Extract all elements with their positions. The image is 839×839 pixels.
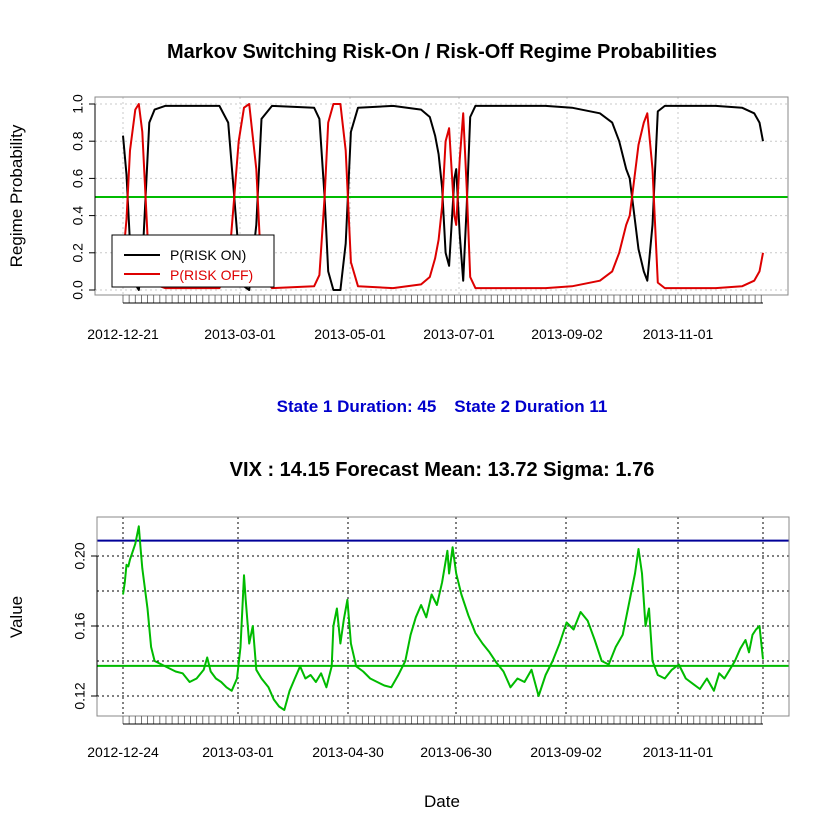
bottom-y-axis-label: Value (7, 596, 26, 638)
top-y-axis-label: Regime Probability (7, 124, 26, 267)
bottom-plot-frame (96, 516, 790, 717)
state1-duration: State 1 Duration: 45 (277, 397, 437, 416)
y-tick-label: 0.6 (70, 168, 86, 188)
bottom-grid (97, 517, 789, 716)
x-tick-label: 2013-05-01 (314, 326, 386, 342)
x-tick-label: 2013-11-01 (643, 326, 714, 342)
top-y-axis: 0.0 0.2 0.4 0.6 0.8 1.0 (70, 94, 96, 300)
x-tick-label: 2013-03-01 (202, 744, 274, 760)
y-tick-label: 0.20 (72, 542, 88, 569)
x-tick-label: 2013-09-02 (531, 326, 603, 342)
x-tick-label: 2013-11-01 (643, 744, 714, 760)
top-x-axis: 2012-12-21 2013-03-01 2013-05-01 2013-07-01… (87, 295, 763, 342)
bottom-x-axis: 2012-12-24 2013-03-01 2013-04-30 2013-06-30… (87, 716, 763, 760)
legend-risk-off-label: P(RISK OFF) (170, 267, 253, 283)
x-tick-label: 2013-07-01 (423, 326, 495, 342)
y-tick-label: 0.12 (72, 682, 88, 709)
bottom-chart-title: VIX : 14.15 Forecast Mean: 13.72 Sigma: … (230, 459, 655, 481)
vix-panel: VIX : 14.15 Forecast Mean: 13.72 Sigma: … (7, 459, 790, 811)
x-tick-label: 2013-04-30 (312, 744, 384, 760)
state2-duration: State 2 Duration 11 (454, 397, 607, 416)
bottom-reference-lines (97, 539, 789, 667)
regime-probability-panel: Markov Switching Risk-On / Risk-Off Regi… (7, 41, 789, 342)
risk-on-line (122, 104, 764, 291)
vix-line (122, 525, 764, 711)
y-tick-label: 0.16 (72, 612, 88, 639)
bottom-y-axis: 0.12 0.16 0.20 (72, 542, 98, 710)
x-tick-label: 2012-12-21 (87, 326, 159, 342)
x-tick-label: 2013-03-01 (204, 326, 276, 342)
y-tick-label: 0.8 (70, 131, 86, 151)
bottom-x-axis-label: Date (424, 792, 460, 811)
y-tick-label: 0.0 (70, 280, 86, 300)
legend-risk-on-label: P(RISK ON) (170, 247, 246, 263)
y-tick-label: 1.0 (70, 94, 86, 114)
legend-box (111, 234, 275, 288)
x-tick-label: 2013-09-02 (530, 744, 602, 760)
state-duration-text: State 1 Duration: 45 State 2 Duration 11 (277, 397, 608, 416)
y-tick-label: 0.2 (70, 243, 86, 263)
y-tick-label: 0.4 (70, 206, 86, 226)
bottom-series-group (122, 525, 764, 711)
top-chart-title: Markov Switching Risk-On / Risk-Off Regi… (167, 41, 717, 63)
x-tick-label: 2012-12-24 (87, 744, 159, 760)
x-tick-label: 2013-06-30 (420, 744, 492, 760)
top-legend: P(RISK ON) P(RISK OFF) (111, 234, 275, 288)
